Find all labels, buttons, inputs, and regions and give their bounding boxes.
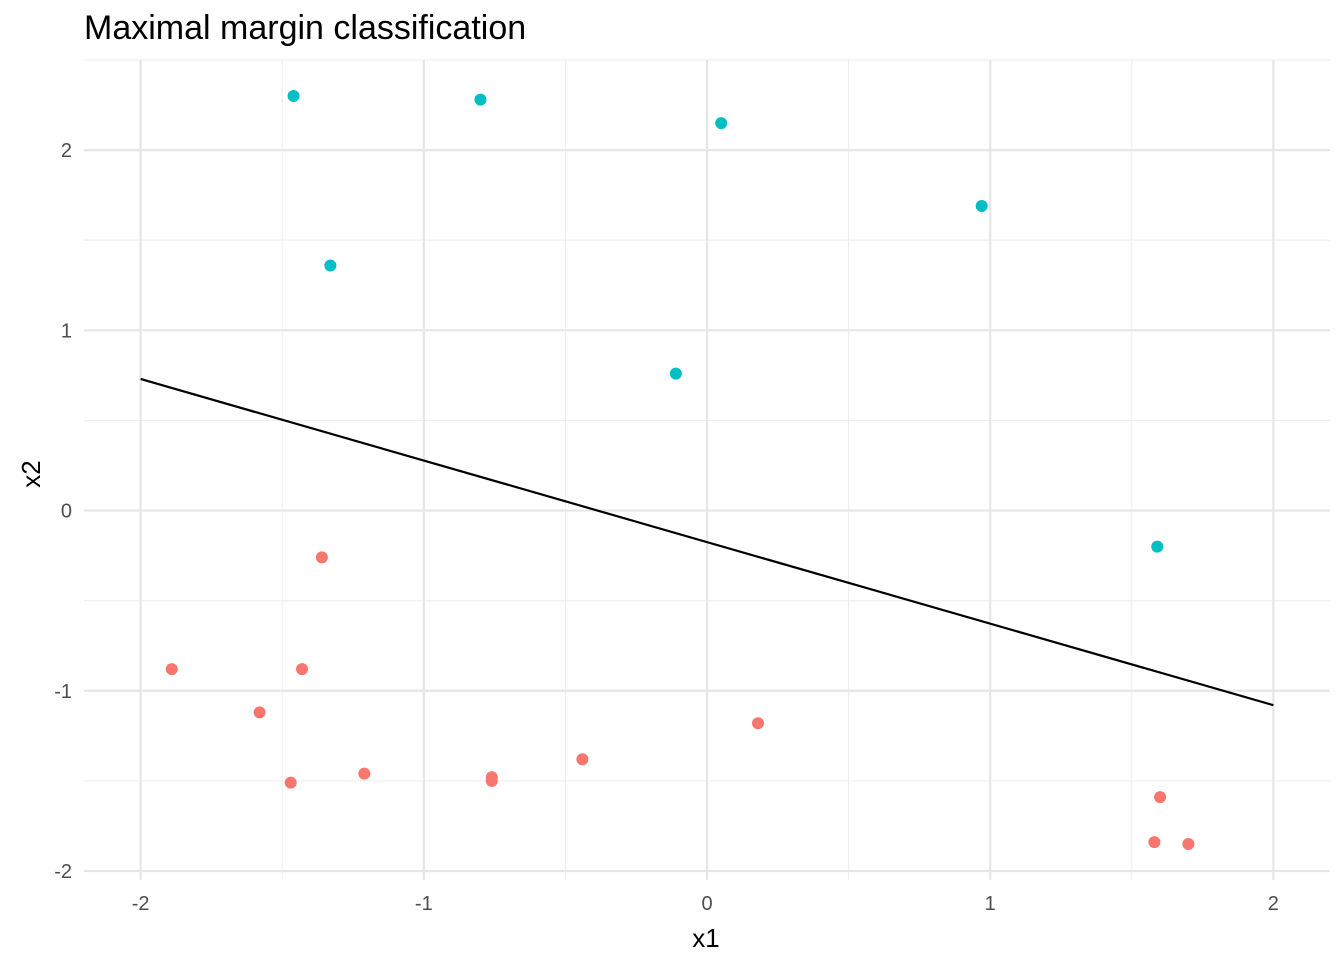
scatter-point xyxy=(1154,791,1167,804)
major-grid xyxy=(84,60,1330,880)
x-tick-label: -1 xyxy=(415,893,433,915)
scatter-point xyxy=(474,93,487,106)
x-tick-label: 1 xyxy=(985,893,996,915)
scatter-point xyxy=(1151,540,1164,553)
y-tick-label: 0 xyxy=(61,501,72,523)
scatter-point xyxy=(315,551,328,564)
x-axis-title: x1 xyxy=(692,923,719,953)
y-tick-label: 1 xyxy=(61,320,72,342)
scatter-point xyxy=(253,706,266,719)
decision-boundary-line xyxy=(140,377,1274,707)
points-layer xyxy=(165,90,1195,850)
y-axis-title: x2 xyxy=(16,460,46,487)
x-tick-label: 0 xyxy=(701,893,712,915)
y-tick-label: 2 xyxy=(61,140,72,162)
scatter-point xyxy=(669,367,682,380)
scatter-point xyxy=(715,117,728,130)
decision-boundary-layer xyxy=(140,377,1274,707)
scatter-point xyxy=(165,663,178,676)
scatter-point xyxy=(975,199,988,212)
scatter-point xyxy=(296,663,309,676)
scatter-point xyxy=(287,90,300,103)
x-axis-ticks: -2 -1 0 1 2 xyxy=(132,893,1279,915)
scatter-point xyxy=(284,776,297,789)
y-axis-ticks: -2 -1 0 1 2 xyxy=(54,140,72,883)
scatter-point xyxy=(1182,837,1195,850)
x-tick-label: 2 xyxy=(1268,893,1279,915)
scatter-point xyxy=(324,259,337,272)
scatter-point xyxy=(751,717,764,730)
scatter-point xyxy=(576,753,589,766)
chart-title: Maximal margin classification xyxy=(84,9,526,47)
scatter-point xyxy=(358,767,371,780)
y-tick-label: -2 xyxy=(54,861,72,883)
scatter-point xyxy=(485,774,498,787)
y-tick-label: -1 xyxy=(54,681,72,703)
x-tick-label: -2 xyxy=(132,893,150,915)
scatter-point xyxy=(1148,836,1161,849)
